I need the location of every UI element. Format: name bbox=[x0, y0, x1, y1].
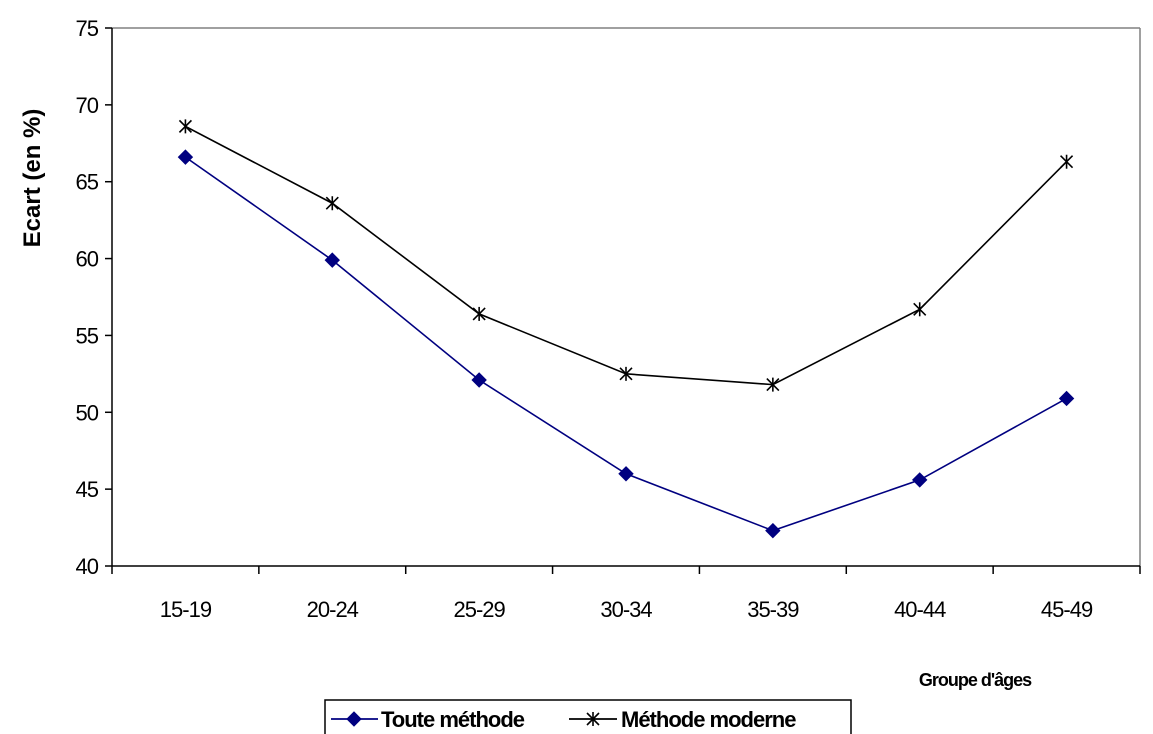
series-layer bbox=[177, 119, 1075, 539]
x-tick-label: 40-44 bbox=[894, 597, 946, 622]
y-axis-title: Ecart (en %) bbox=[19, 109, 46, 248]
data-point bbox=[913, 302, 927, 317]
legend-item: Toute méthode bbox=[331, 707, 526, 732]
y-tick-label: 60 bbox=[76, 247, 99, 272]
x-tick-label: 15-19 bbox=[160, 597, 212, 622]
x-tick-label: 20-24 bbox=[307, 597, 359, 622]
data-point bbox=[1058, 390, 1075, 407]
x-tick-label: 30-34 bbox=[600, 597, 652, 622]
y-tick-label: 40 bbox=[76, 554, 99, 579]
plot-area bbox=[111, 27, 1141, 567]
y-tick-label: 50 bbox=[76, 400, 99, 425]
y-tick-label: 70 bbox=[76, 93, 99, 118]
data-point bbox=[766, 377, 780, 392]
series-1 bbox=[178, 119, 1074, 392]
data-point bbox=[618, 466, 634, 482]
data-point bbox=[325, 196, 339, 211]
legend-label: Méthode moderne bbox=[621, 707, 796, 732]
x-tick-label: 25-29 bbox=[454, 597, 506, 622]
y-tick-label: 45 bbox=[76, 477, 99, 502]
series-0 bbox=[177, 149, 1075, 539]
legend-label: Toute méthode bbox=[381, 707, 525, 732]
series-line bbox=[185, 125, 1068, 386]
x-tick-label: 35-39 bbox=[747, 597, 799, 622]
data-point bbox=[1060, 154, 1074, 169]
data-point bbox=[765, 522, 781, 539]
data-point bbox=[912, 472, 928, 488]
y-tick-label: 55 bbox=[76, 323, 99, 348]
legend-box bbox=[324, 699, 852, 734]
data-point bbox=[472, 306, 486, 321]
legend: Toute méthode Méthode moderne bbox=[324, 699, 852, 734]
data-point bbox=[178, 119, 192, 134]
data-point bbox=[619, 366, 633, 381]
legend-swatch-marker bbox=[586, 712, 600, 726]
legend-swatch-marker bbox=[346, 711, 362, 727]
legend-item: Méthode moderne bbox=[569, 707, 797, 732]
y-tick-label: 65 bbox=[76, 170, 99, 195]
y-tick-label: 75 bbox=[76, 16, 99, 41]
x-tick-label: 45-49 bbox=[1041, 597, 1093, 622]
data-point bbox=[471, 372, 487, 388]
x-axis: 15-19 20-24 25-29 30-34 35-39 40-44 45-49 bbox=[111, 566, 1141, 622]
data-point bbox=[324, 252, 340, 268]
x-axis-title: Groupe d'âges bbox=[919, 670, 1032, 690]
y-axis: 40 45 50 55 60 65 70 75 bbox=[76, 16, 112, 579]
data-point bbox=[177, 149, 194, 165]
